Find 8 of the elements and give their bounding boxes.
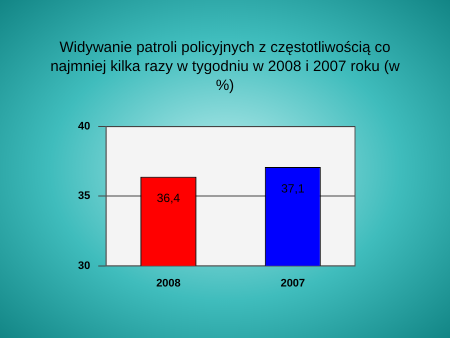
y-tick-label: 40	[78, 120, 90, 133]
chart-title: Widywanie patroli policyjnych z częstotliwością co najmniej kilka razy w tygodniu w 2008 i 2007 roku (w %)	[49, 38, 401, 95]
data-label: 36,4	[156, 191, 180, 206]
y-tick-label: 35	[78, 190, 90, 202]
data-label: 37,1	[281, 181, 305, 196]
y-tick-label: 30	[78, 260, 90, 272]
x-tick-label: 2007	[280, 277, 306, 290]
x-tick-label: 2008	[156, 277, 181, 290]
